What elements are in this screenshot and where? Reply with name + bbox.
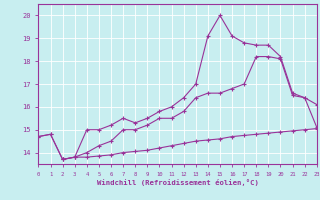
- X-axis label: Windchill (Refroidissement éolien,°C): Windchill (Refroidissement éolien,°C): [97, 179, 259, 186]
